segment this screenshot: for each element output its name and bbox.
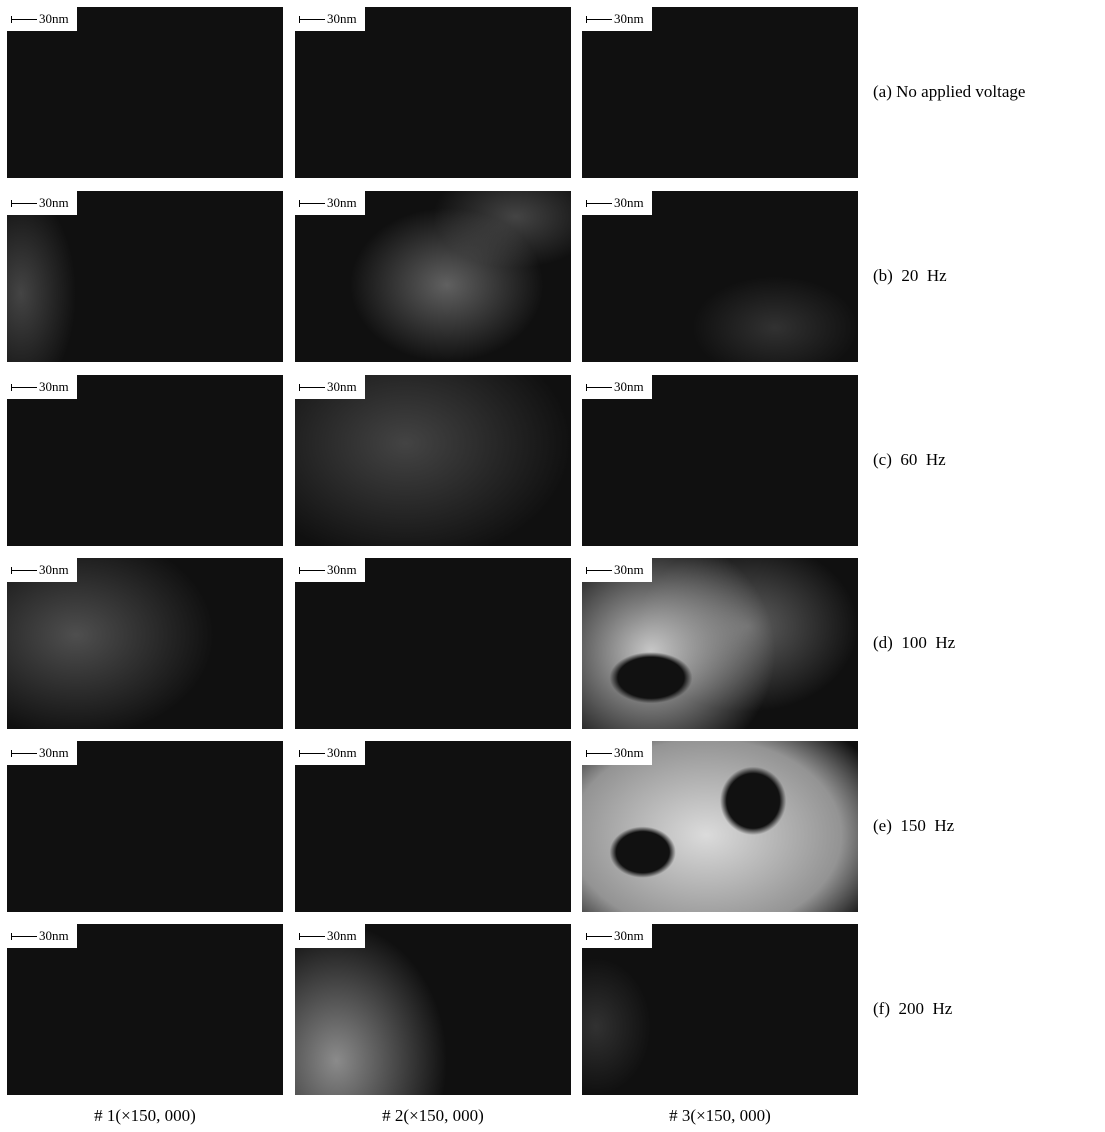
scale-line	[299, 753, 325, 754]
micrograph: 30nm	[582, 191, 858, 362]
scale-line	[299, 387, 325, 388]
scale-label: 30nm	[327, 924, 357, 948]
micrograph: 30nm	[7, 924, 283, 1095]
scale-line	[11, 203, 37, 204]
scale-bar: 30nm	[582, 558, 652, 582]
scale-label: 30nm	[614, 924, 644, 948]
scale-line	[299, 570, 325, 571]
scale-bar: 30nm	[295, 7, 365, 31]
scale-bar: 30nm	[295, 558, 365, 582]
scale-label: 30nm	[39, 191, 69, 215]
row-label: (d) 100 Hz	[873, 633, 955, 653]
scale-label: 30nm	[614, 191, 644, 215]
scale-label: 30nm	[614, 7, 644, 31]
scale-bar: 30nm	[582, 924, 652, 948]
micrograph: 30nm	[295, 924, 571, 1095]
scale-label: 30nm	[39, 924, 69, 948]
scale-line	[11, 19, 37, 20]
figure: 30nm 30nm 30nm (a) No applied voltage 30nm 30…	[0, 0, 1105, 1132]
micrograph: 30nm	[295, 191, 571, 362]
micrograph: 30nm	[295, 7, 571, 178]
micrograph: 30nm	[582, 7, 858, 178]
scale-line	[586, 753, 612, 754]
scale-label: 30nm	[614, 375, 644, 399]
scale-bar: 30nm	[582, 741, 652, 765]
scale-label: 30nm	[39, 375, 69, 399]
column-label: # 2(×150, 000)	[295, 1106, 571, 1126]
scale-line	[11, 387, 37, 388]
scale-label: 30nm	[614, 741, 644, 765]
row-label: (e) 150 Hz	[873, 816, 954, 836]
scale-bar: 30nm	[295, 924, 365, 948]
micrograph: 30nm	[582, 375, 858, 546]
scale-line	[586, 570, 612, 571]
scale-label: 30nm	[39, 558, 69, 582]
scale-bar: 30nm	[7, 191, 77, 215]
micrograph: 30nm	[7, 375, 283, 546]
micrograph: 30nm	[7, 191, 283, 362]
scale-bar: 30nm	[7, 924, 77, 948]
micrograph: 30nm	[7, 558, 283, 729]
micrograph: 30nm	[582, 741, 858, 912]
column-label: # 3(×150, 000)	[582, 1106, 858, 1126]
scale-label: 30nm	[327, 741, 357, 765]
row-label: (c) 60 Hz	[873, 450, 946, 470]
micrograph: 30nm	[7, 7, 283, 178]
column-label: # 1(×150, 000)	[7, 1106, 283, 1126]
row-label: (a) No applied voltage	[873, 82, 1025, 102]
micrograph: 30nm	[582, 558, 858, 729]
scale-line	[299, 19, 325, 20]
scale-bar: 30nm	[582, 375, 652, 399]
scale-label: 30nm	[327, 191, 357, 215]
scale-line	[586, 387, 612, 388]
scale-label: 30nm	[327, 375, 357, 399]
scale-label: 30nm	[39, 741, 69, 765]
scale-label: 30nm	[39, 7, 69, 31]
micrograph: 30nm	[582, 924, 858, 1095]
row-label: (f) 200 Hz	[873, 999, 952, 1019]
scale-line	[299, 936, 325, 937]
row-label: (b) 20 Hz	[873, 266, 947, 286]
scale-line	[299, 203, 325, 204]
scale-bar: 30nm	[295, 375, 365, 399]
scale-line	[586, 19, 612, 20]
scale-bar: 30nm	[582, 7, 652, 31]
scale-label: 30nm	[327, 7, 357, 31]
micrograph: 30nm	[295, 558, 571, 729]
scale-bar: 30nm	[295, 741, 365, 765]
scale-bar: 30nm	[7, 7, 77, 31]
scale-bar: 30nm	[7, 375, 77, 399]
scale-line	[11, 753, 37, 754]
scale-line	[586, 203, 612, 204]
scale-label: 30nm	[327, 558, 357, 582]
micrograph: 30nm	[295, 741, 571, 912]
scale-bar: 30nm	[7, 741, 77, 765]
micrograph: 30nm	[7, 741, 283, 912]
scale-bar: 30nm	[295, 191, 365, 215]
scale-line	[586, 936, 612, 937]
scale-bar: 30nm	[582, 191, 652, 215]
scale-line	[11, 936, 37, 937]
scale-bar: 30nm	[7, 558, 77, 582]
scale-line	[11, 570, 37, 571]
scale-label: 30nm	[614, 558, 644, 582]
micrograph: 30nm	[295, 375, 571, 546]
